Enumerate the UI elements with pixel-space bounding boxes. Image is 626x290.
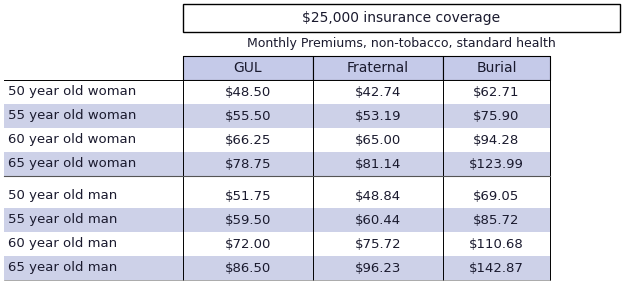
Bar [4,128,550,152]
Text: $75.72: $75.72 [355,238,401,251]
Text: 55 year old woman: 55 year old woman [8,110,136,122]
Text: $123.99: $123.99 [469,157,524,171]
Text: 60 year old man: 60 year old man [8,238,117,251]
Text: Monthly Premiums, non-tobacco, standard health: Monthly Premiums, non-tobacco, standard … [247,37,556,50]
Bar [4,232,550,256]
Text: $25,000 insurance coverage: $25,000 insurance coverage [302,11,501,25]
Bar [183,4,620,32]
Text: 50 year old woman: 50 year old woman [8,86,136,99]
Text: 55 year old man: 55 year old man [8,213,118,226]
Text: $51.75: $51.75 [225,189,271,202]
Text: $60.44: $60.44 [355,213,401,226]
Bar [443,56,550,80]
Text: $85.72: $85.72 [473,213,520,226]
Bar [313,56,443,80]
Text: $96.23: $96.23 [355,262,401,275]
Text: 60 year old woman: 60 year old woman [8,133,136,146]
Text: $86.50: $86.50 [225,262,271,275]
Text: $48.84: $48.84 [355,189,401,202]
Bar [183,56,313,80]
Bar [4,208,550,232]
Text: $78.75: $78.75 [225,157,271,171]
Text: $75.90: $75.90 [473,110,520,122]
Text: $72.00: $72.00 [225,238,271,251]
Text: $62.71: $62.71 [473,86,520,99]
Bar [4,184,550,208]
Text: Fraternal: Fraternal [347,61,409,75]
Text: GUL: GUL [233,61,262,75]
Text: $48.50: $48.50 [225,86,271,99]
Text: 65 year old woman: 65 year old woman [8,157,136,171]
Text: $59.50: $59.50 [225,213,271,226]
Text: $110.68: $110.68 [469,238,524,251]
Text: $81.14: $81.14 [355,157,401,171]
Text: $94.28: $94.28 [473,133,520,146]
Bar [4,256,550,280]
Text: $142.87: $142.87 [469,262,524,275]
Text: $53.19: $53.19 [355,110,401,122]
Text: $42.74: $42.74 [355,86,401,99]
Text: 50 year old man: 50 year old man [8,189,117,202]
Text: $65.00: $65.00 [355,133,401,146]
Bar [4,80,550,104]
Text: $55.50: $55.50 [225,110,271,122]
Text: 65 year old man: 65 year old man [8,262,117,275]
Text: Burial: Burial [476,61,516,75]
Bar [4,152,550,176]
Bar [4,104,550,128]
Text: $69.05: $69.05 [473,189,520,202]
Text: $66.25: $66.25 [225,133,271,146]
